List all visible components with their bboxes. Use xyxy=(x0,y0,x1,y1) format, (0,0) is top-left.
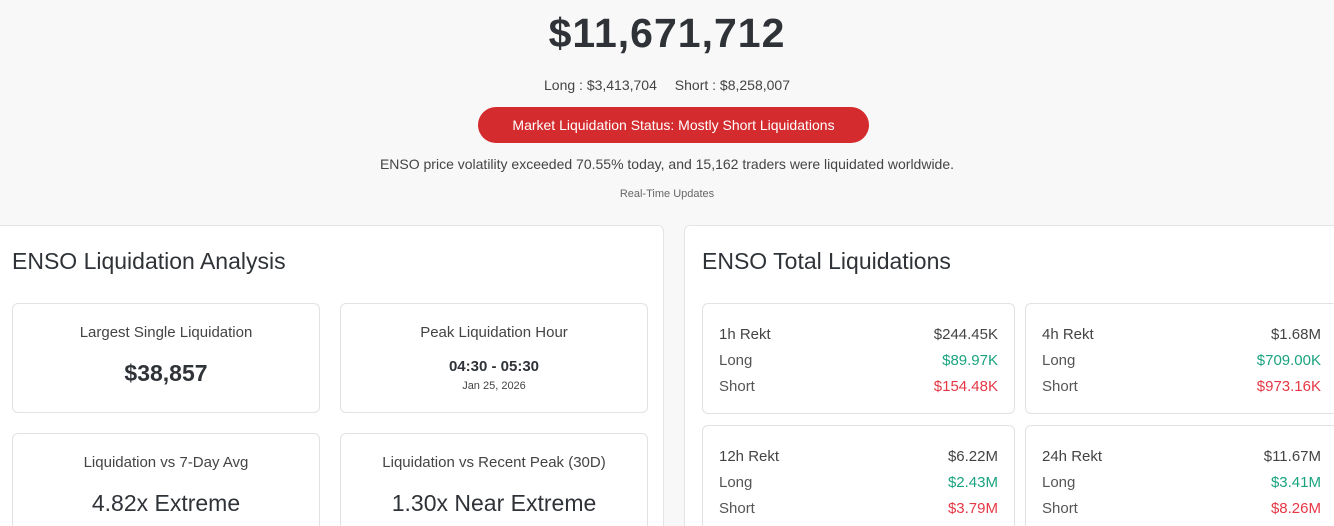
short-label: Short xyxy=(1042,500,1078,517)
peak-date: Jan 25, 2026 xyxy=(462,380,526,392)
card-value: $38,857 xyxy=(124,360,208,386)
period-label: 1h Rekt xyxy=(719,326,771,343)
short-value: $154.48K xyxy=(933,378,998,395)
period-total: $6.22M xyxy=(947,448,998,465)
period-total: $244.45K xyxy=(933,326,998,343)
largest-liquidation-card: Largest Single Liquidation $38,857 xyxy=(12,303,320,413)
long-label: Long xyxy=(719,352,753,369)
long-label: Long xyxy=(1042,474,1076,491)
peak-time: 04:30 - 05:30 xyxy=(448,358,540,375)
short-label: Short xyxy=(1042,378,1078,395)
vs-7day-card: Liquidation vs 7-Day Avg 4.82x Extreme xyxy=(12,433,320,526)
long-total: Long : $3,413,704 xyxy=(544,77,657,93)
period-label: 12h Rekt xyxy=(719,448,780,465)
total-liquidation-amount: $11,671,712 xyxy=(548,10,786,56)
short-value: $8.26M xyxy=(1270,500,1321,517)
card-label: Peak Liquidation Hour xyxy=(420,324,568,341)
panel-title: ENSO Liquidation Analysis xyxy=(12,248,286,274)
period-total: $1.68M xyxy=(1270,326,1321,343)
short-label: Short xyxy=(719,378,755,395)
vs-30day-peak-card: Liquidation vs Recent Peak (30D) 1.30x N… xyxy=(340,433,648,526)
long-value: $2.43M xyxy=(947,474,998,491)
rekt-card-1h: 1h Rekt $244.45K Long $89.97K Short $154.48… xyxy=(702,303,1015,414)
short-value: $3.79M xyxy=(947,500,998,517)
card-value: 1.30x Near Extreme xyxy=(391,490,597,516)
short-label: Short xyxy=(719,500,755,517)
total-liquidations-panel: ENSO Total Liquidations 1h Rekt $244.45K … xyxy=(684,225,1334,526)
period-label: 4h Rekt xyxy=(1042,326,1094,343)
liquidation-summary: $11,671,712 Long : $3,413,704 Short : $8… xyxy=(0,0,1334,226)
peak-hour-card: Peak Liquidation Hour 04:30 - 05:30 Jan … xyxy=(340,303,648,413)
short-total: Short : $8,258,007 xyxy=(674,77,790,93)
card-label: Liquidation vs Recent Peak (30D) xyxy=(382,454,606,471)
long-label: Long xyxy=(719,474,753,491)
volatility-description: ENSO price volatility exceeded 70.55% to… xyxy=(379,156,955,172)
long-short-split: Long : $3,413,704 Short : $8,258,007 xyxy=(0,77,1334,93)
real-time-updates-label: Real-Time Updates xyxy=(619,188,715,200)
long-value: $709.00K xyxy=(1256,352,1321,369)
card-label: Liquidation vs 7-Day Avg xyxy=(83,454,249,471)
rekt-card-4h: 4h Rekt $1.68M Long $709.00K Short $973.16K xyxy=(1025,303,1334,414)
rekt-card-24h: 24h Rekt $11.67M Long $3.41M Short $8.26M xyxy=(1025,425,1334,526)
long-value: $3.41M xyxy=(1270,474,1321,491)
card-value: 4.82x Extreme xyxy=(91,490,241,516)
long-value: $89.97K xyxy=(942,352,998,369)
period-label: 24h Rekt xyxy=(1042,448,1103,465)
market-status-badge: Market Liquidation Status: Mostly Short … xyxy=(478,107,869,143)
card-label: Largest Single Liquidation xyxy=(79,324,253,341)
panel-title: ENSO Total Liquidations xyxy=(702,248,951,274)
period-total: $11.67M xyxy=(1263,448,1321,465)
long-label: Long xyxy=(1042,352,1076,369)
rekt-card-12h: 12h Rekt $6.22M Long $2.43M Short $3.79M xyxy=(702,425,1015,526)
liquidation-analysis-panel: ENSO Liquidation Analysis Largest Single… xyxy=(0,225,664,526)
short-value: $973.16K xyxy=(1256,378,1321,395)
